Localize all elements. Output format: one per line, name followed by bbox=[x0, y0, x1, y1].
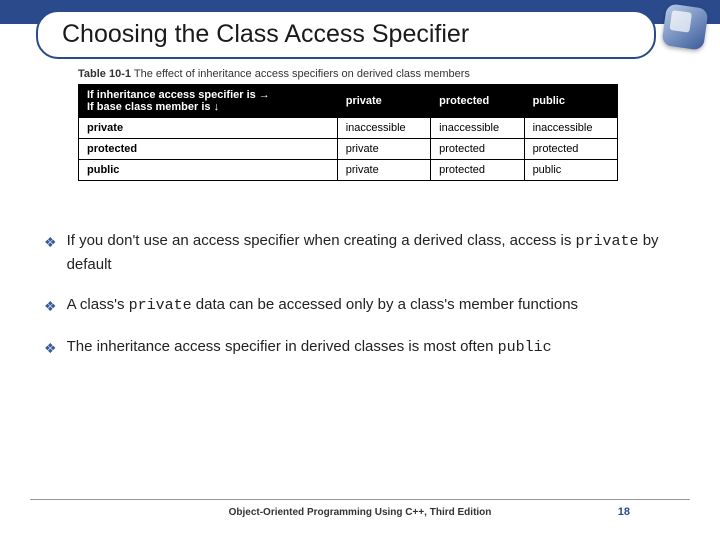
row-label: private bbox=[79, 118, 338, 139]
list-item: ❖ A class's private data can be accessed… bbox=[44, 294, 674, 318]
table-cell: inaccessible bbox=[431, 118, 524, 139]
page-number: 18 bbox=[618, 506, 630, 518]
bullet-post: data can be accessed only by a class's m… bbox=[192, 296, 578, 313]
footer-text: Object-Oriented Programming Using C++, T… bbox=[0, 507, 720, 518]
table-row: protected private protected protected bbox=[79, 139, 618, 160]
table-corner-header: If inheritance access specifier is → If … bbox=[79, 85, 338, 118]
bullet-mono: private bbox=[576, 233, 639, 250]
bullet-mono: private bbox=[129, 297, 192, 314]
diamond-bullet-icon: ❖ bbox=[44, 296, 57, 318]
bullet-pre: If you don't use an access specifier whe… bbox=[67, 232, 576, 249]
row-label: public bbox=[79, 160, 338, 181]
bullet-list: ❖ If you don't use an access specifier w… bbox=[44, 230, 674, 377]
bullet-mono: public bbox=[498, 339, 552, 356]
table-col-header: private bbox=[337, 85, 430, 118]
table-col-header: protected bbox=[431, 85, 524, 118]
title-container: Choosing the Class Access Specifier bbox=[36, 10, 656, 59]
table-region: Table 10-1 The effect of inheritance acc… bbox=[78, 68, 618, 181]
table-row: public private protected public bbox=[79, 160, 618, 181]
row-label: protected bbox=[79, 139, 338, 160]
table-cell: private bbox=[337, 160, 430, 181]
table-cell: protected bbox=[431, 160, 524, 181]
table-cell: inaccessible bbox=[337, 118, 430, 139]
bullet-text: The inheritance access specifier in deri… bbox=[67, 336, 674, 360]
table-cell: protected bbox=[524, 139, 617, 160]
diamond-bullet-icon: ❖ bbox=[44, 232, 57, 276]
table-row: private inaccessible inaccessible inacce… bbox=[79, 118, 618, 139]
diamond-bullet-icon: ❖ bbox=[44, 338, 57, 360]
table-cell: inaccessible bbox=[524, 118, 617, 139]
slide-title: Choosing the Class Access Specifier bbox=[62, 20, 630, 49]
logo-icon bbox=[661, 3, 708, 50]
table-cell: protected bbox=[431, 139, 524, 160]
header-line1: If inheritance access specifier is → bbox=[87, 89, 329, 101]
access-specifier-table: If inheritance access specifier is → If … bbox=[78, 84, 618, 181]
footer-divider bbox=[30, 499, 690, 500]
table-cell: public bbox=[524, 160, 617, 181]
table-caption-label: Table 10-1 bbox=[78, 68, 131, 80]
table-cell: private bbox=[337, 139, 430, 160]
table-caption-text: The effect of inheritance access specifi… bbox=[134, 68, 470, 80]
bullet-pre: A class's bbox=[67, 296, 129, 313]
table-caption: Table 10-1 The effect of inheritance acc… bbox=[78, 68, 618, 80]
list-item: ❖ The inheritance access specifier in de… bbox=[44, 336, 674, 360]
table-col-header: public bbox=[524, 85, 617, 118]
bullet-text: If you don't use an access specifier whe… bbox=[67, 230, 674, 276]
bullet-pre: The inheritance access specifier in deri… bbox=[67, 338, 498, 355]
list-item: ❖ If you don't use an access specifier w… bbox=[44, 230, 674, 276]
header-line2: If base class member is ↓ bbox=[87, 101, 329, 113]
bullet-text: A class's private data can be accessed o… bbox=[67, 294, 674, 318]
